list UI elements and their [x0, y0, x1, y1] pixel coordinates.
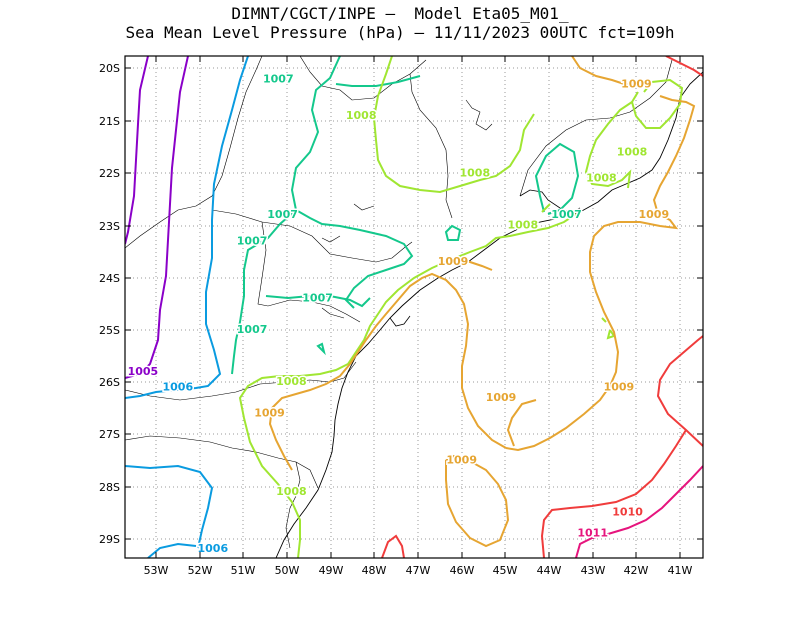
contour-label: 1008 — [586, 172, 617, 185]
lon-label: 44W — [537, 564, 562, 577]
map-background — [125, 56, 703, 558]
lon-axis: 53W 52W 51W 50W 49W 48W 47W 46W 45W 44W … — [144, 56, 693, 577]
contour-label: 1008 — [346, 109, 377, 122]
lat-label: 29S — [99, 533, 120, 546]
coastline — [275, 71, 703, 558]
contour-label: 1006 — [197, 542, 228, 555]
lon-label: 42W — [624, 564, 649, 577]
contour-label: 1005 — [128, 365, 159, 378]
contour-label: 1009 — [486, 391, 517, 404]
lon-label: 49W — [319, 564, 344, 577]
title-line-1: DIMNT/CGCT/INPE – Model Eta05_M01_ — [231, 4, 569, 23]
contour-label: 1009 — [254, 407, 285, 420]
lon-label: 47W — [406, 564, 431, 577]
water-bodies — [321, 99, 493, 319]
contour-label: 1007 — [302, 292, 333, 305]
lon-label: 46W — [450, 564, 475, 577]
contour-label: 1009 — [621, 78, 652, 91]
contour-label: 1011 — [577, 527, 608, 540]
contour-label: 1009 — [446, 454, 477, 467]
lat-label: 23S — [99, 220, 120, 233]
lon-label: 41W — [668, 564, 693, 577]
lat-label: 24S — [99, 272, 120, 285]
contour-label: 1008 — [276, 375, 307, 388]
lat-label: 28S — [99, 481, 120, 494]
contour-label: 1009 — [604, 380, 635, 393]
isobars — [125, 56, 703, 558]
bay-outline — [389, 189, 581, 327]
contour-label: 1010 — [612, 506, 643, 519]
graticule — [125, 56, 703, 558]
title-line-2: Sea Mean Level Pressure (hPa) – 11/11/20… — [125, 23, 675, 42]
contour-label: 1007 — [237, 234, 268, 247]
lat-label: 21S — [99, 115, 120, 128]
contour-label: 1007 — [551, 208, 582, 221]
lon-label: 53W — [144, 564, 169, 577]
map-title: DIMNT/CGCT/INPE – Model Eta05_M01_ Sea M… — [0, 4, 800, 42]
contour-label: 1008 — [459, 166, 490, 179]
lon-label: 51W — [231, 564, 256, 577]
contour-label: 1008 — [276, 485, 307, 498]
lat-label: 22S — [99, 167, 120, 180]
contour-label: 1009 — [438, 255, 469, 268]
contour-label: 1008 — [507, 219, 538, 232]
lon-label: 43W — [581, 564, 606, 577]
lat-axis: 20S 21S 22S 23S 24S 25S 26S 27S 28S 29S — [99, 62, 703, 546]
lat-label: 26S — [99, 376, 120, 389]
political-borders — [125, 56, 673, 549]
contour-label: 1007 — [267, 208, 298, 221]
contour-label: 1009 — [638, 208, 669, 221]
lat-label: 25S — [99, 324, 120, 337]
lon-label: 52W — [188, 564, 213, 577]
map-frame — [124, 55, 704, 559]
contour-label: 1008 — [617, 146, 648, 159]
contour-label: 1007 — [237, 323, 268, 336]
lon-label: 45W — [493, 564, 518, 577]
lat-label: 27S — [99, 428, 120, 441]
contour-label: 1007 — [263, 72, 294, 85]
lon-label: 50W — [275, 564, 300, 577]
contour-label: 1006 — [162, 380, 193, 393]
lat-label: 20S — [99, 62, 120, 75]
lon-label: 48W — [362, 564, 387, 577]
contour-labels: 1007100810081009100810081009100710081007… — [126, 71, 671, 557]
